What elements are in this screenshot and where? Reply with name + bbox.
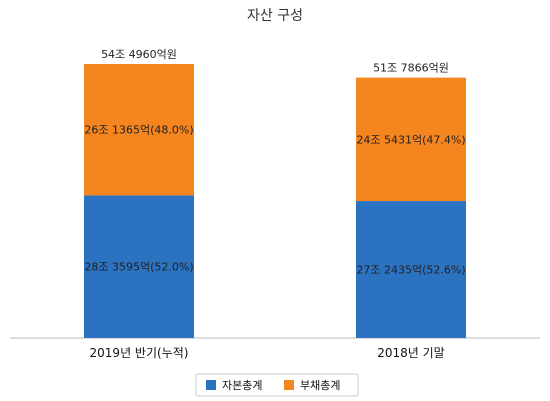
data-label-liabilities-1: 24조 5431억(47.4%) (356, 133, 465, 146)
data-label-equity-1: 27조 2435억(52.6%) (356, 264, 465, 277)
category-label-0: 2019년 반기(누적) (90, 346, 189, 360)
bars-group: 28조 3595억(52.0%) 26조 1365억(48.0%) 54조 4960… (84, 48, 466, 360)
legend-label-liabilities: 부채총계 (300, 379, 340, 392)
bar-segment-equity-1 (356, 201, 466, 338)
total-label-0: 54조 4960억원 (101, 48, 177, 61)
legend: 자본총계 부채총계 (195, 373, 359, 397)
legend-swatch-liabilities (284, 380, 294, 390)
chart-title: 자산 구성 (247, 8, 303, 24)
legend-label-equity: 자본총계 (222, 379, 262, 392)
category-label-1: 2018년 기말 (377, 346, 444, 360)
bar-segment-equity-0 (84, 195, 194, 338)
total-label-1: 51조 7866억원 (373, 62, 449, 75)
legend-box (195, 373, 359, 397)
data-label-equity-0: 28조 3595억(52.0%) (84, 261, 193, 274)
bar-segment-liabilities-0 (84, 64, 194, 196)
legend-swatch-equity (206, 380, 216, 390)
bar-segment-liabilities-1 (356, 77, 466, 202)
data-label-liabilities-0: 26조 1365억(48.0%) (84, 124, 193, 137)
